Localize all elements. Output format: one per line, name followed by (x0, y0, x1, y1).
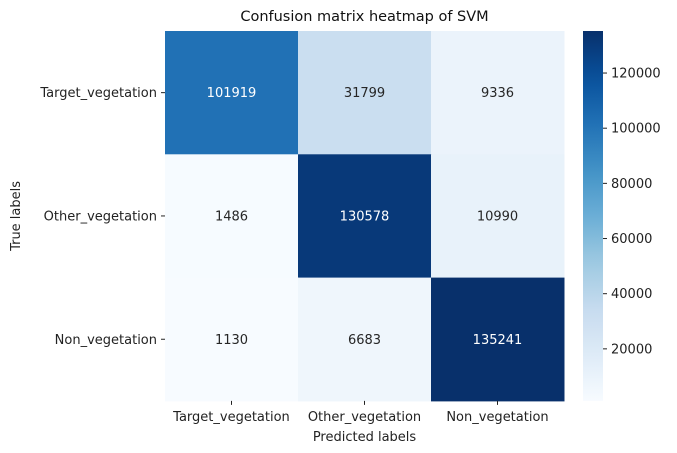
x-axis-label: Predicted labels (313, 430, 417, 445)
heatmap-cell-r2-c1 (298, 277, 432, 402)
heatmap-cell-r0-c1 (298, 31, 432, 155)
cell-value-label: 6683 (348, 333, 381, 348)
cell-value-label: 135241 (473, 333, 523, 348)
heatmap-cell-labels: 101919 31799 9336 1486 130578 10990 1130 6683 13… (207, 86, 523, 348)
heatmap-cell-r1-c2 (431, 154, 565, 279)
cell-value-label: 1130 (215, 333, 248, 348)
heatmap-cell-r2-c2 (431, 277, 565, 402)
cell-value-label: 31799 (344, 86, 385, 101)
cell-value-label: 10990 (477, 209, 518, 224)
heatmap-cells (165, 31, 565, 402)
x-tick-label: Target_vegetation (172, 410, 290, 425)
x-axis-ticks: Target_vegetation Other_vegetation Non_veg… (172, 400, 549, 425)
cell-value-label: 9336 (481, 86, 514, 101)
cell-value-label: 1486 (215, 209, 248, 224)
colorbar (583, 31, 603, 401)
y-tick-label: Non_vegetation (55, 333, 157, 348)
colorbar-tick-label: 60000 (611, 232, 652, 247)
heatmap-cell-r1-c1 (298, 154, 432, 279)
y-axis-label: True labels (9, 181, 24, 252)
heatmap-cell-r0-c2 (431, 31, 565, 155)
y-axis-ticks: Target_vegetation Other_vegetation Non_veg… (39, 86, 165, 348)
colorbar-tick-label: 20000 (611, 342, 652, 357)
heatmap-cell-r1-c0 (165, 154, 299, 279)
y-tick-label: Other_vegetation (44, 209, 157, 224)
colorbar-ticks: 20000 40000 60000 80000 100000 120000 (603, 67, 661, 357)
colorbar-tick-label: 40000 (611, 287, 652, 302)
chart-title: Confusion matrix heatmap of SVM (240, 9, 488, 25)
cell-value-label: 130578 (340, 209, 390, 224)
x-tick-label: Other_vegetation (308, 410, 421, 425)
colorbar-tick-label: 120000 (611, 67, 661, 82)
cell-value-label: 101919 (207, 86, 257, 101)
y-tick-label: Target_vegetation (39, 86, 157, 101)
x-tick-label: Non_vegetation (446, 410, 548, 425)
heatmap-cell-r2-c0 (165, 277, 299, 402)
colorbar-tick-label: 100000 (611, 122, 661, 137)
heatmap-cell-r0-c0 (165, 31, 299, 155)
colorbar-tick-label: 80000 (611, 177, 652, 192)
